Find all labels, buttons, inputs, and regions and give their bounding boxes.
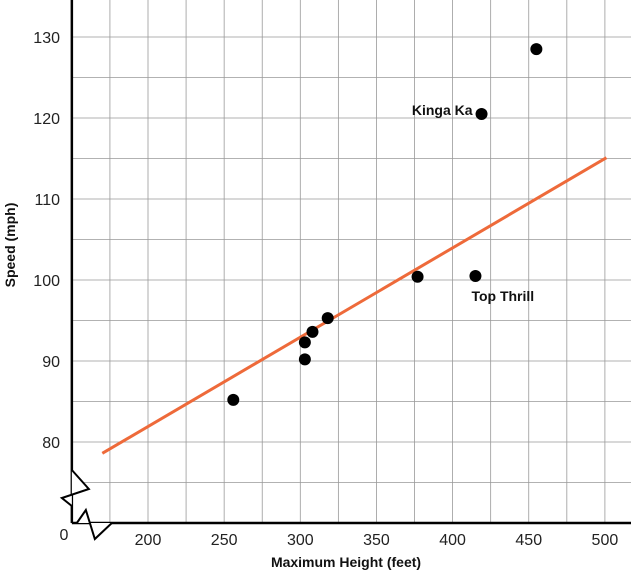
y-tick-label: 120 — [33, 111, 60, 128]
y-tick-label: 80 — [42, 435, 60, 452]
y-tick-label: 100 — [33, 273, 60, 290]
x-axis-break-icon — [76, 507, 113, 541]
x-tick-label: 500 — [592, 532, 619, 549]
y-axis-title: Speed (mph) — [2, 203, 18, 288]
x-tick-label: 400 — [439, 532, 466, 549]
axes — [59, 0, 631, 541]
tick-labels: 200 250 300 350 400 450 500 80 90 100 110 120 130 — [33, 30, 618, 549]
point-label: Top Thrill — [471, 288, 534, 304]
data-point — [298, 336, 311, 349]
data-point — [321, 312, 334, 325]
x-tick-label: 300 — [287, 532, 314, 549]
data-point — [530, 43, 543, 56]
trend-line — [101, 156, 608, 455]
data-point — [298, 353, 311, 366]
x-axis-title: Maximum Height (feet) — [271, 554, 421, 570]
y-tick-label: 90 — [42, 354, 60, 371]
data-point — [227, 393, 240, 406]
y-tick-label: 110 — [34, 192, 60, 209]
data-point — [469, 269, 482, 282]
data-point — [475, 107, 488, 120]
x-tick-label: 350 — [363, 532, 390, 549]
x-tick-label: 450 — [515, 532, 542, 549]
x-tick-label: 200 — [135, 532, 162, 549]
y-tick-label: 130 — [33, 30, 60, 47]
x-tick-label: 250 — [211, 532, 238, 549]
data-point — [306, 325, 319, 338]
data-point — [411, 270, 424, 283]
grid — [71, 0, 631, 523]
data-marks: Top Thrill Kinga Ka — [101, 43, 608, 455]
y-axis-break-icon — [59, 469, 91, 507]
origin-label: 0 — [60, 527, 69, 544]
point-label: Kinga Ka — [412, 102, 473, 118]
